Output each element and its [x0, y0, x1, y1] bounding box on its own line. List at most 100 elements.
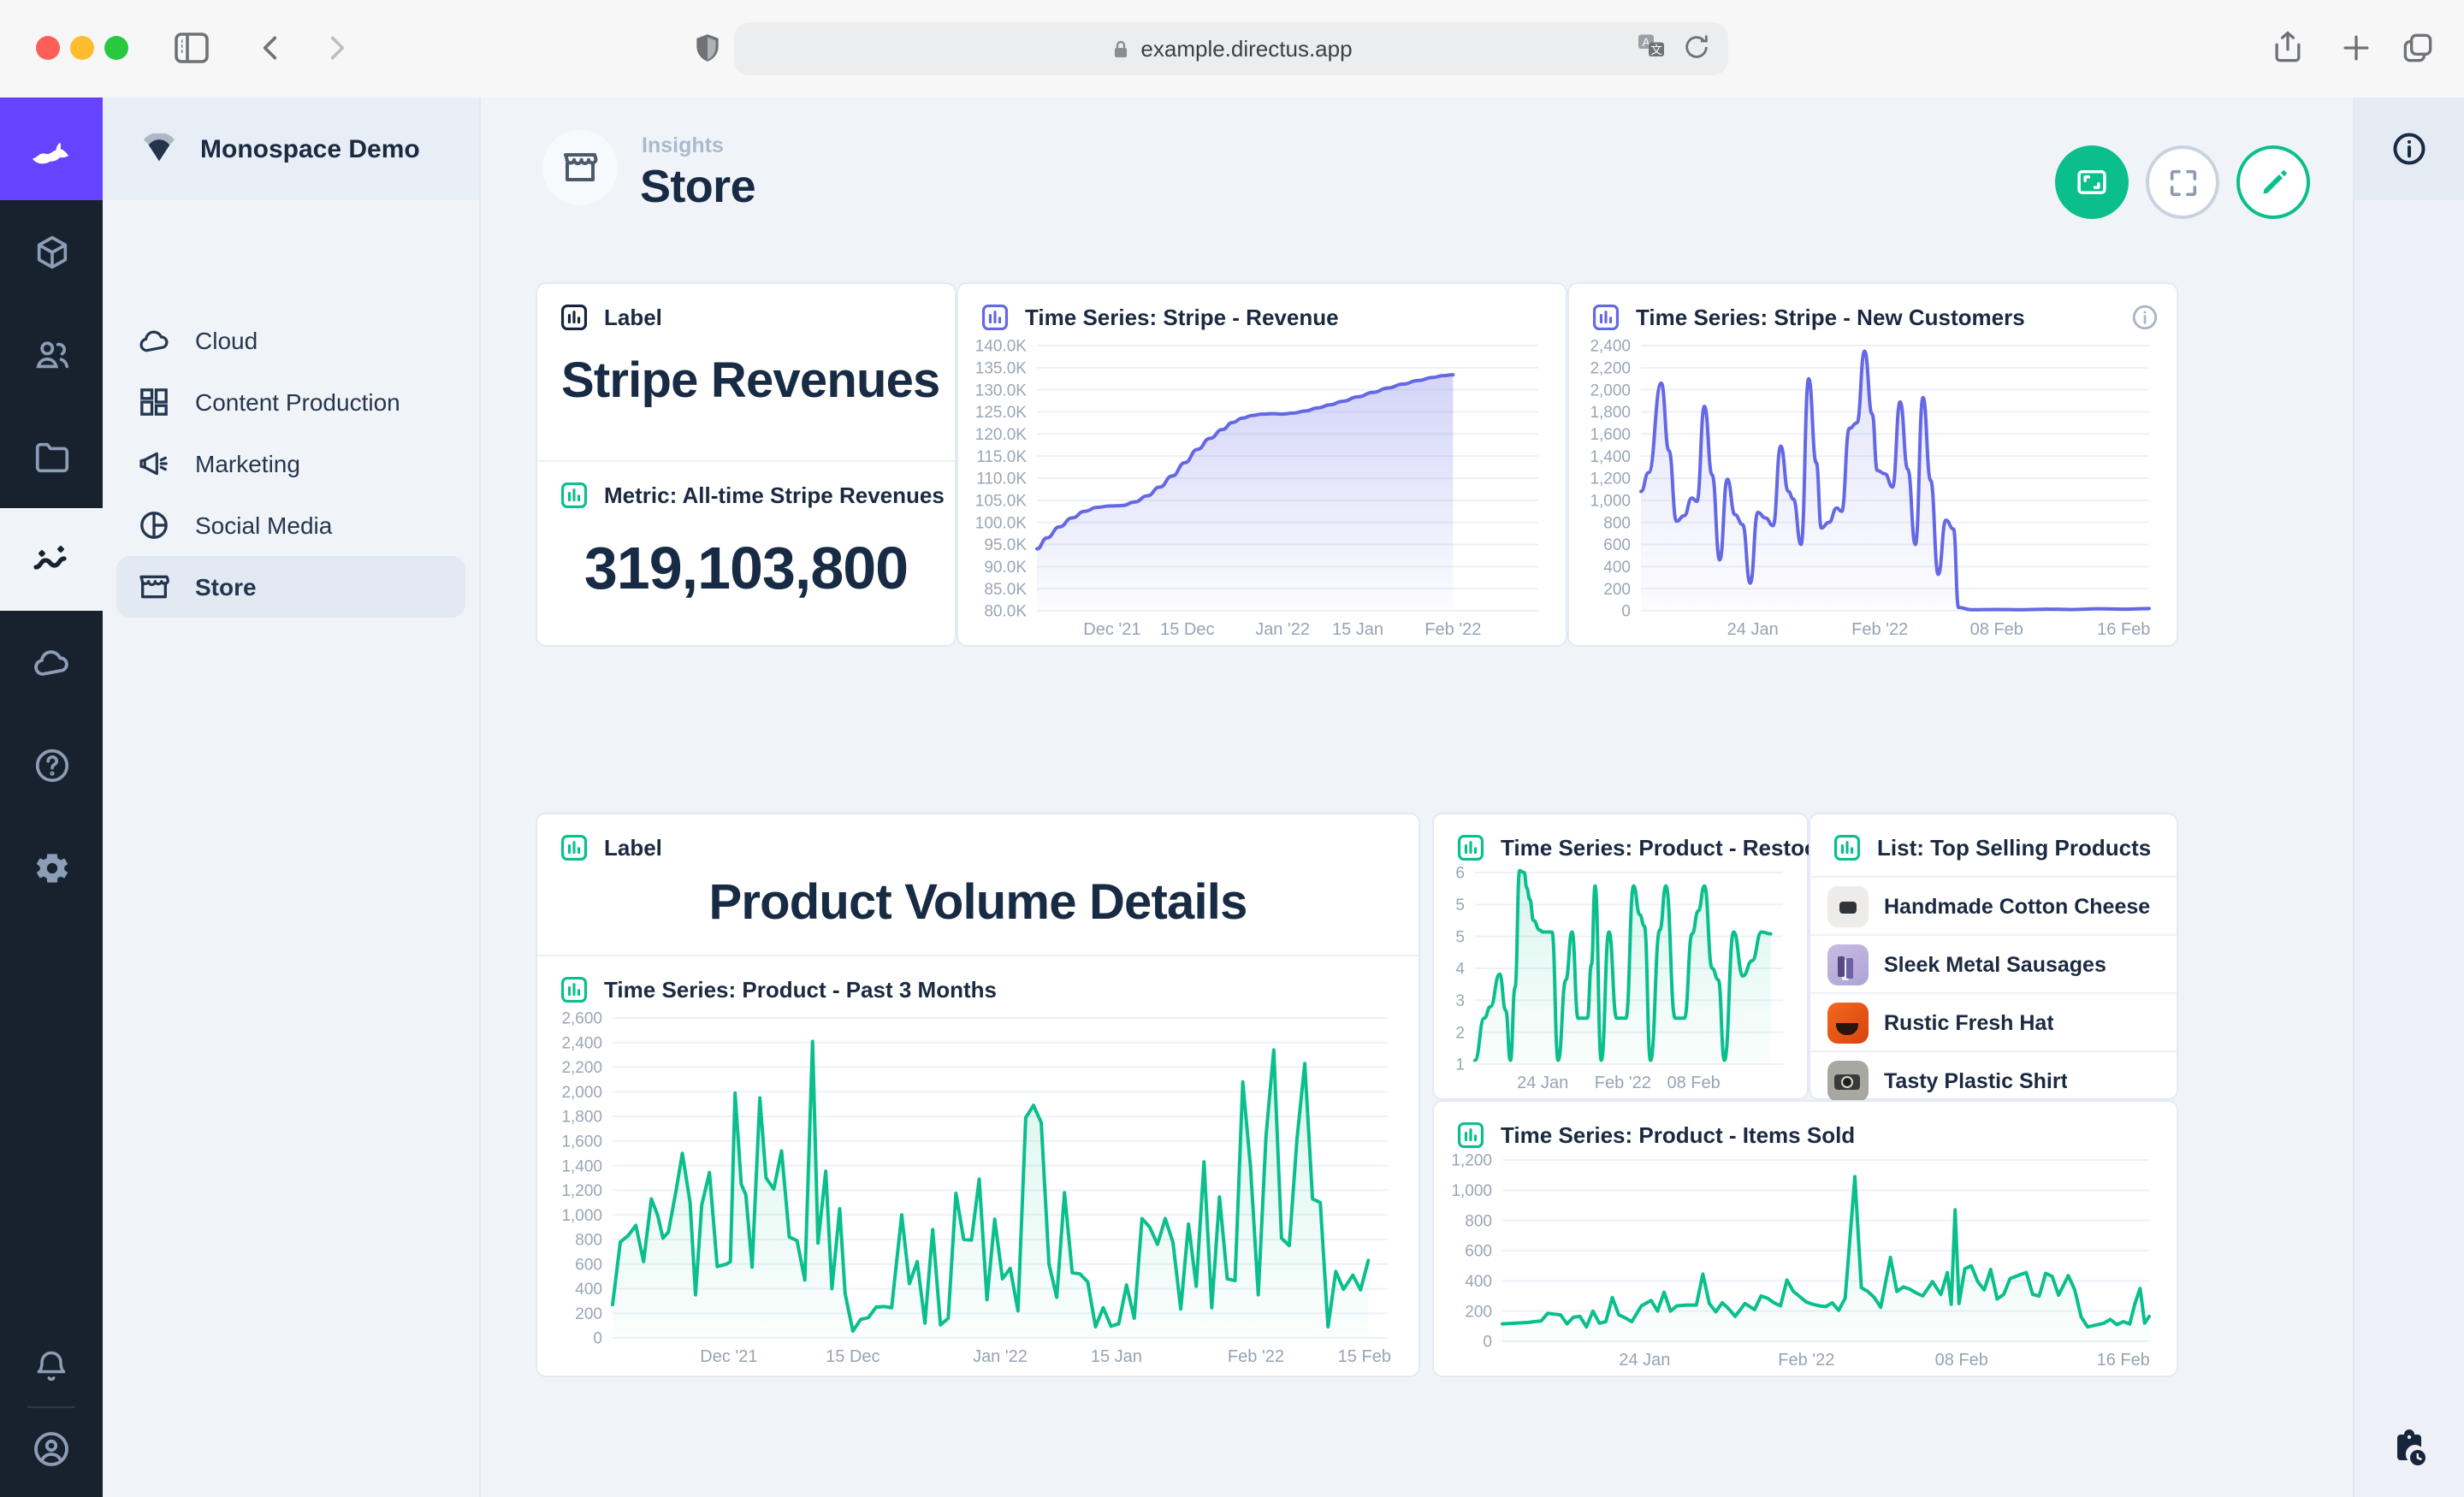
info-sidebar-button[interactable] [2354, 98, 2464, 200]
directus-logo[interactable] [0, 98, 103, 200]
new-tab-icon[interactable] [2337, 27, 2375, 68]
url-text: example.directus.app [1140, 36, 1352, 62]
fit-screen-button[interactable] [2055, 145, 2129, 219]
svg-text:110.0K: 110.0K [976, 470, 1027, 488]
module-help-icon[interactable] [0, 713, 103, 816]
module-files-icon[interactable] [0, 405, 103, 508]
sidebar-item-content-production[interactable]: Content Production [116, 371, 465, 433]
svg-text:1,600: 1,600 [561, 1133, 602, 1151]
bar-chart-icon [1831, 831, 1863, 864]
metric-value: 319,103,800 [537, 535, 955, 604]
panel-title: Time Series: Product - Items Sold [1501, 1122, 1855, 1148]
sidebar-item-marketing[interactable]: Marketing [116, 433, 465, 494]
svg-text:90.0K: 90.0K [984, 559, 1027, 577]
minimize-button[interactable] [70, 36, 94, 60]
project-switcher[interactable]: Monospace Demo [103, 98, 479, 200]
svg-text:1,000: 1,000 [1451, 1182, 1492, 1200]
info-icon[interactable] [2130, 303, 2159, 332]
nav-list: Cloud Content Production Marketing [103, 200, 479, 618]
bar-chart-icon [1454, 831, 1487, 864]
svg-text:1,200: 1,200 [561, 1182, 602, 1200]
bar-chart-icon [558, 301, 590, 334]
svg-text:5: 5 [1455, 928, 1465, 946]
svg-text:0: 0 [593, 1330, 602, 1348]
label-text: Product Volume Details [708, 875, 1247, 932]
list-item[interactable]: Handmade Cotton Cheese [1810, 876, 2177, 934]
svg-text:Jan '22: Jan '22 [1255, 620, 1310, 639]
list-item[interactable]: Sleek Metal Sausages [1810, 934, 2177, 992]
svg-text:08 Feb: 08 Feb [1970, 620, 2023, 639]
back-icon[interactable] [255, 31, 289, 65]
svg-text:08 Feb: 08 Feb [1667, 1074, 1720, 1092]
svg-text:15 Dec: 15 Dec [826, 1347, 880, 1366]
cloud-icon [137, 323, 171, 358]
panel-product-restocks: Time Series: Product - Restocks 65543212… [1432, 813, 1809, 1100]
privacy-shield-icon[interactable] [691, 29, 724, 67]
product-thumbnail [1827, 1060, 1869, 1101]
notifications-bell-icon[interactable] [33, 1348, 70, 1386]
list-item[interactable]: Rustic Fresh Hat [1810, 992, 2177, 1050]
svg-text:Dec '21: Dec '21 [1083, 620, 1140, 639]
module-settings-icon[interactable] [0, 816, 103, 919]
megaphone-icon [137, 447, 171, 481]
module-content-icon[interactable] [0, 200, 103, 303]
close-button[interactable] [36, 36, 60, 60]
browser-toolbar: example.directus.app A文 [0, 0, 2464, 99]
svg-text:Feb '22: Feb '22 [1778, 1351, 1834, 1370]
svg-text:1,800: 1,800 [1590, 404, 1631, 422]
sidebar-item-cloud[interactable]: Cloud [116, 310, 465, 371]
panel-stripe-new-customers: Time Series: Stripe - New Customers 2,40… [1567, 282, 2178, 647]
storefront-icon [137, 570, 171, 604]
sidebar-item-social-media[interactable]: Social Media [116, 494, 465, 556]
svg-text:800: 800 [1603, 514, 1631, 532]
svg-text:2,200: 2,200 [1590, 359, 1631, 377]
svg-text:15 Jan: 15 Jan [1091, 1347, 1142, 1366]
address-bar[interactable]: example.directus.app A文 [734, 22, 1728, 75]
svg-text:1,200: 1,200 [1451, 1152, 1492, 1170]
svg-text:130.0K: 130.0K [975, 382, 1028, 399]
translate-icon[interactable]: A文 [1634, 31, 1668, 62]
svg-text:105.0K: 105.0K [975, 492, 1028, 510]
svg-text:24 Jan: 24 Jan [1517, 1074, 1568, 1092]
svg-text:1,000: 1,000 [1590, 492, 1631, 510]
sidebar-item-label: Content Production [195, 388, 400, 416]
fullscreen-button[interactable] [2146, 145, 2219, 219]
module-cloud-icon[interactable] [0, 611, 103, 713]
reload-icon[interactable] [1682, 32, 1711, 61]
bar-chart-icon [1590, 301, 1622, 334]
panel-top-selling-products: List: Top Selling Products Handmade Cott… [1809, 813, 2178, 1100]
svg-text:120.0K: 120.0K [975, 426, 1028, 444]
stripe-new-customers-chart: 2,4002,2002,0001,8001,6001,4001,2001,000… [1576, 335, 2163, 642]
svg-text:1,400: 1,400 [561, 1157, 602, 1175]
sidebar-item-store[interactable]: Store [116, 556, 465, 618]
panel-title: Time Series: Product - Past 3 Months [604, 977, 997, 1003]
bar-chart-icon [558, 831, 590, 864]
svg-text:2,200: 2,200 [561, 1059, 602, 1077]
panel-title: List: Top Selling Products [1877, 835, 2151, 861]
svg-text:15 Jan: 15 Jan [1332, 620, 1383, 639]
sidebar-item-label: Marketing [195, 450, 300, 477]
tab-overview-icon[interactable] [2399, 27, 2437, 68]
module-users-icon[interactable] [0, 303, 103, 405]
svg-text:1,600: 1,600 [1590, 426, 1631, 444]
activity-clipboard-icon[interactable] [2354, 1429, 2464, 1470]
svg-text:Feb '22: Feb '22 [1228, 1347, 1284, 1366]
edit-button[interactable] [2236, 145, 2310, 219]
share-icon[interactable] [2269, 27, 2307, 68]
stripe-revenue-chart: 140.0K135.0K130.0K125.0K120.0K115.0K110.… [965, 335, 1552, 642]
svg-text:1: 1 [1455, 1056, 1465, 1074]
svg-text:80.0K: 80.0K [984, 603, 1027, 621]
svg-text:Dec '21: Dec '21 [700, 1347, 757, 1366]
breadcrumb[interactable]: Insights [642, 133, 724, 157]
user-avatar-icon[interactable] [31, 1429, 72, 1470]
zoom-button[interactable] [104, 36, 128, 60]
app-shell: Monospace Demo Cloud Content Production [0, 98, 2464, 1497]
module-insights-icon[interactable] [0, 508, 103, 611]
svg-text:200: 200 [1465, 1303, 1492, 1321]
panel-title: Time Series: Stripe - Revenue [1025, 305, 1339, 330]
forward-icon[interactable] [318, 31, 352, 65]
sidebar-item-label: Store [195, 573, 257, 601]
product-name: Rustic Fresh Hat [1884, 1010, 2054, 1034]
sidebar-toggle-icon[interactable] [171, 27, 212, 68]
svg-text:Jan '22: Jan '22 [973, 1347, 1028, 1366]
